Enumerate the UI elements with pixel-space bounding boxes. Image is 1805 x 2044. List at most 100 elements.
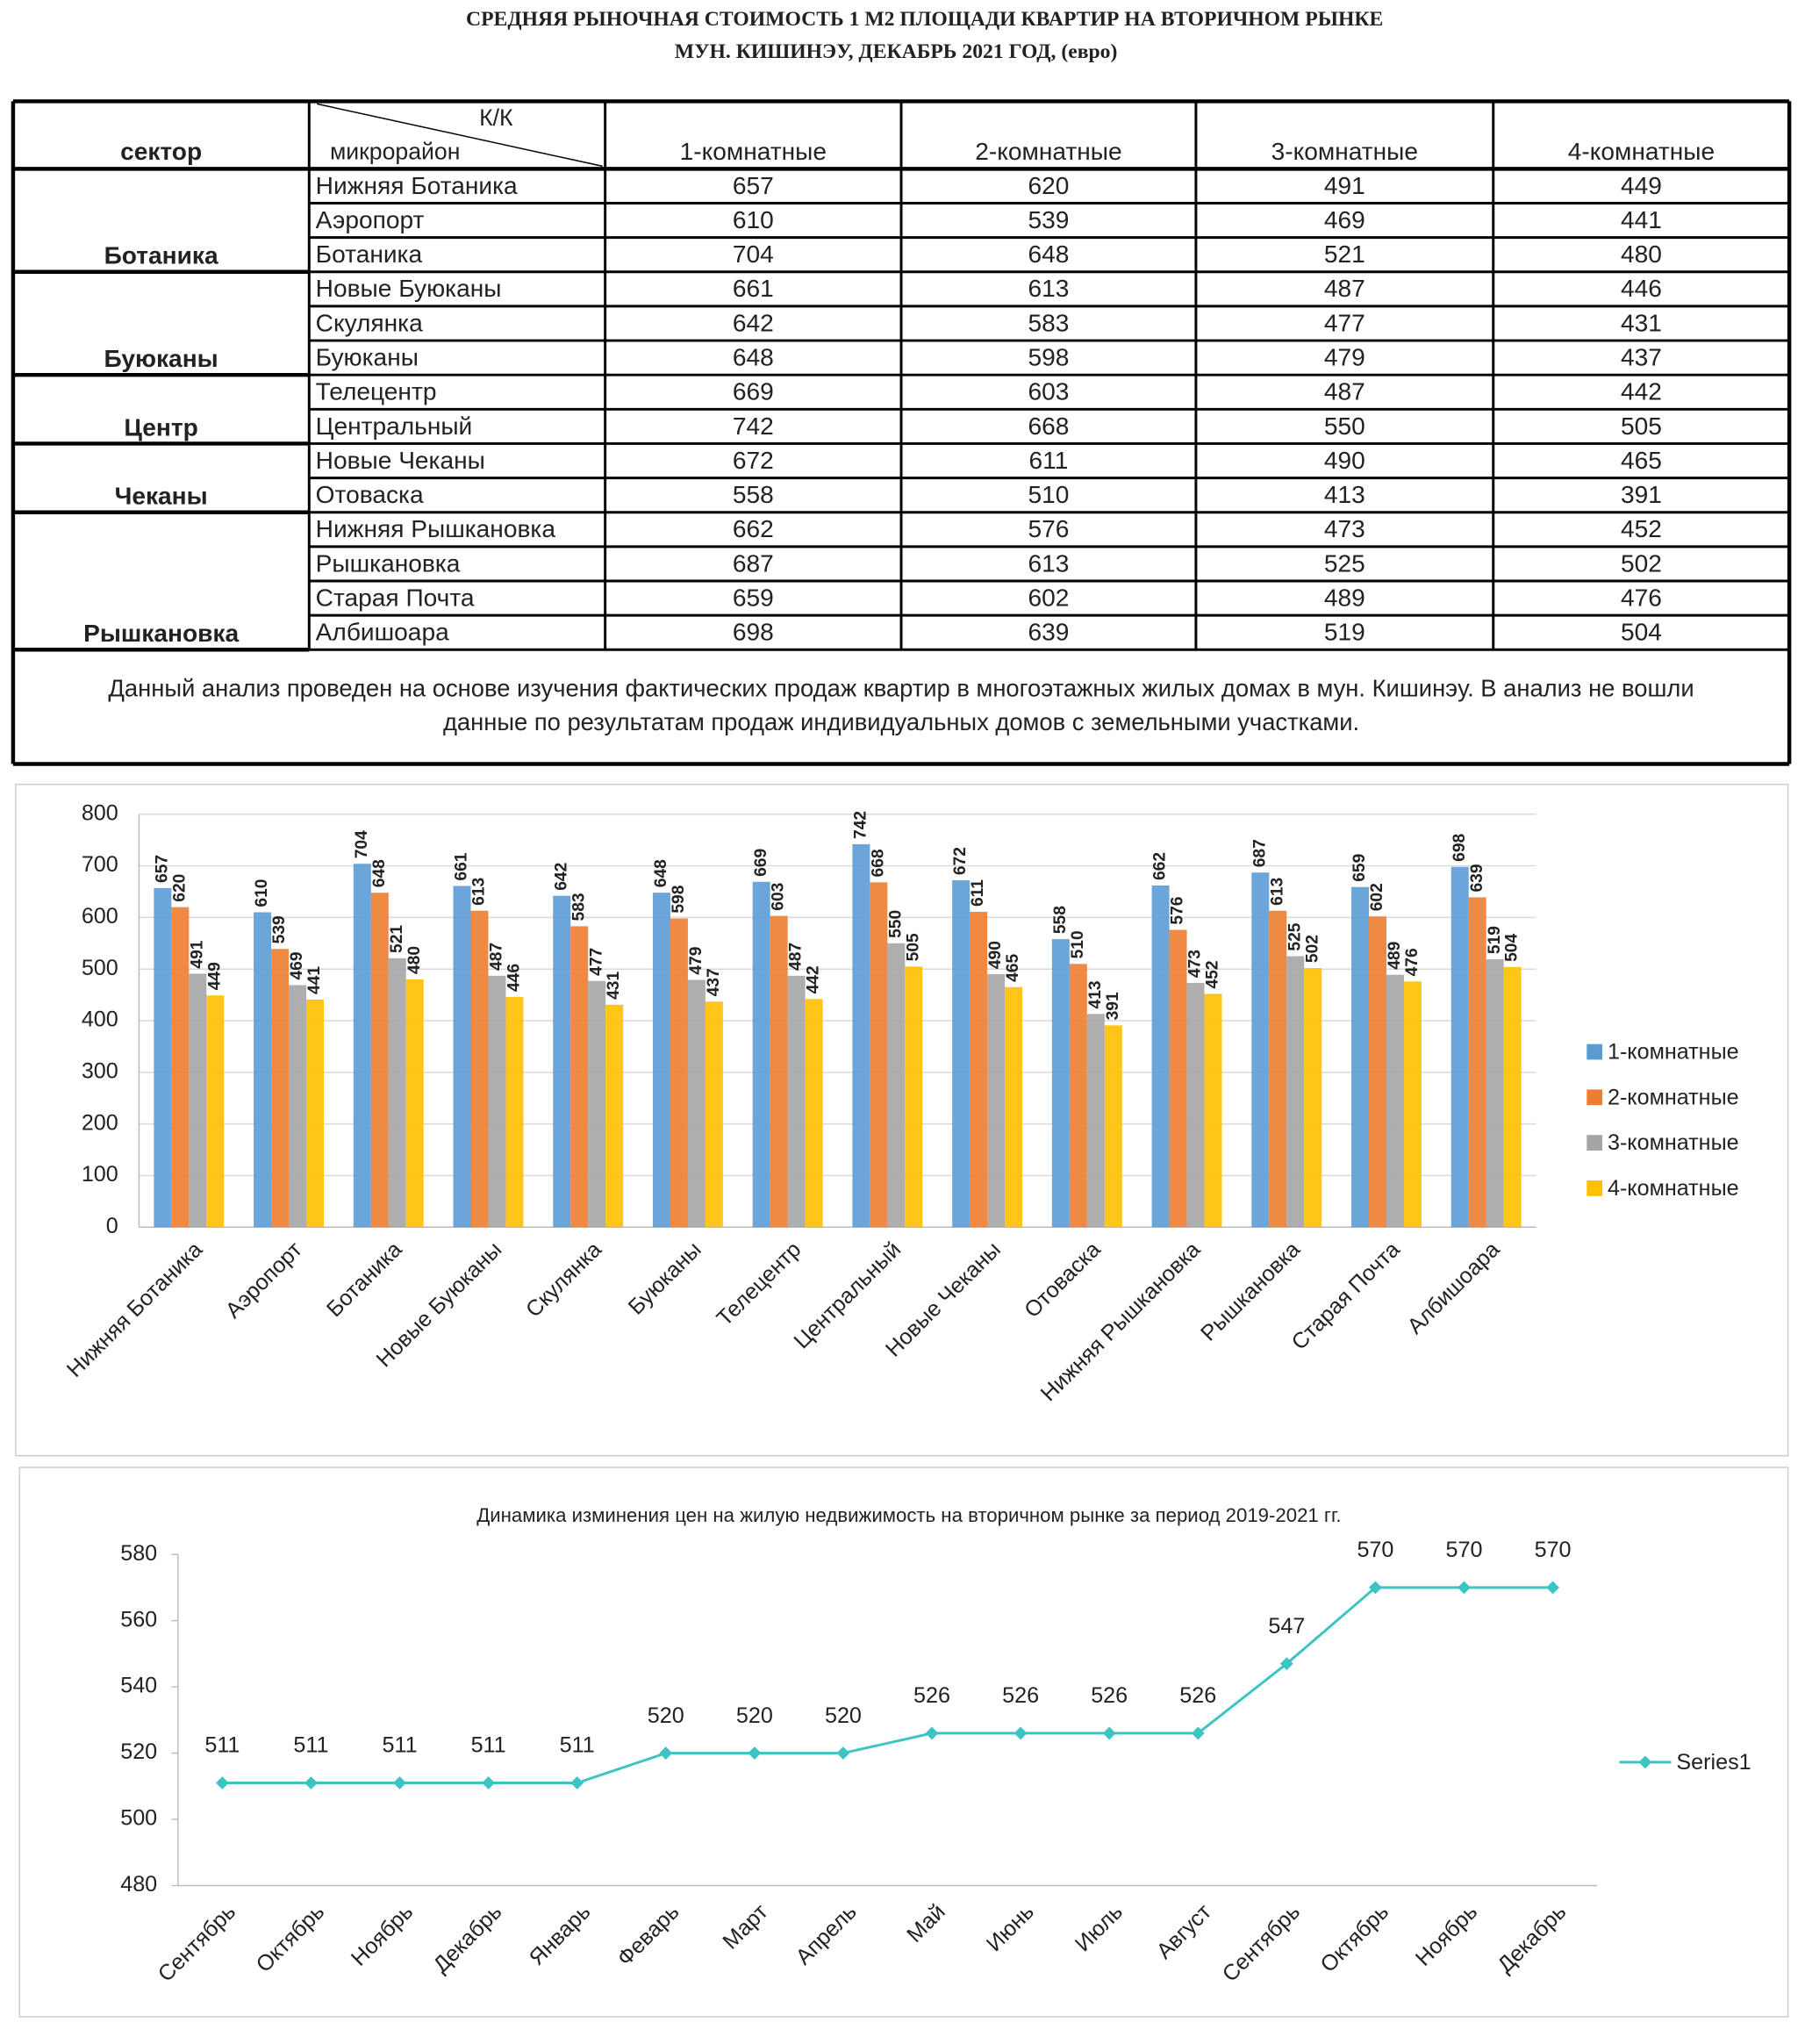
bar xyxy=(353,864,371,1228)
x-tick-label: Октябрь xyxy=(1315,1899,1393,1977)
data-label: 480 xyxy=(405,946,424,974)
data-label: 491 xyxy=(188,940,206,968)
sector-label: Буюканы xyxy=(104,345,218,372)
data-label: 698 xyxy=(1450,833,1469,861)
data-label: 487 xyxy=(787,943,806,971)
bar xyxy=(752,881,770,1228)
header-cell: 4-комнатные xyxy=(1568,138,1715,165)
bar xyxy=(1468,897,1486,1228)
data-label: 526 xyxy=(913,1683,950,1708)
point xyxy=(1014,1726,1028,1740)
x-tick-label: Август xyxy=(1152,1899,1217,1964)
data-label: 611 xyxy=(969,879,987,907)
bar xyxy=(987,974,1006,1228)
table-value: 661 xyxy=(733,275,774,302)
table-value: 698 xyxy=(733,619,774,646)
bar xyxy=(1486,959,1504,1228)
data-label: 613 xyxy=(1268,878,1286,906)
bar xyxy=(570,926,589,1228)
point xyxy=(1369,1581,1382,1595)
bar xyxy=(553,895,571,1228)
data-label: 487 xyxy=(488,943,506,971)
y-tick-label: 400 xyxy=(82,1008,118,1032)
table-value: 480 xyxy=(1621,240,1662,268)
x-tick-label: Май xyxy=(902,1899,950,1947)
row-label: Центральный xyxy=(316,412,473,440)
table-value: 473 xyxy=(1324,515,1365,542)
bar xyxy=(1269,910,1287,1228)
table-value: 479 xyxy=(1324,344,1365,371)
bar xyxy=(1069,964,1087,1228)
table-value: 704 xyxy=(733,240,774,268)
data-label: 511 xyxy=(560,1733,595,1758)
bar xyxy=(271,949,290,1228)
data-label: 442 xyxy=(805,965,823,993)
point xyxy=(748,1746,762,1760)
table-value: 742 xyxy=(733,412,774,440)
point xyxy=(570,1776,584,1789)
data-label: 659 xyxy=(1350,854,1369,882)
bar xyxy=(1286,956,1305,1228)
table-value: 639 xyxy=(1028,619,1070,646)
data-label: 413 xyxy=(1086,980,1105,1008)
data-label: 570 xyxy=(1357,1538,1393,1562)
data-label: 526 xyxy=(1002,1683,1039,1708)
table-value: 452 xyxy=(1621,515,1662,542)
x-tick-label: Скулянка xyxy=(521,1237,606,1323)
legend-swatch xyxy=(1587,1089,1603,1106)
x-tick-label: Телецентр xyxy=(712,1237,806,1331)
x-tick-label: Нижняя Ботаника xyxy=(62,1237,207,1382)
data-label: 490 xyxy=(986,941,1005,969)
data-label: 441 xyxy=(305,966,324,994)
bar xyxy=(887,943,906,1228)
bar xyxy=(652,893,670,1228)
x-tick-label: Октябрь xyxy=(252,1899,330,1977)
x-tick-label: Отоваска xyxy=(1020,1237,1106,1323)
table-value: 469 xyxy=(1324,206,1365,233)
table-value: 437 xyxy=(1621,344,1662,371)
x-tick-label: Ноябрь xyxy=(1411,1899,1482,1970)
bar xyxy=(970,911,988,1228)
bar xyxy=(1051,939,1070,1228)
y-tick-label: 700 xyxy=(82,852,118,877)
y-tick-label: 500 xyxy=(82,956,118,980)
table-value: 477 xyxy=(1324,309,1365,336)
bar xyxy=(1005,986,1023,1228)
row-label: Албишоара xyxy=(316,619,449,646)
data-label: 613 xyxy=(470,878,489,906)
x-tick-label: Ботаника xyxy=(322,1237,407,1323)
table-value: 504 xyxy=(1621,619,1662,646)
header-cell: 3-комнатные xyxy=(1271,138,1418,165)
bar xyxy=(1151,885,1170,1228)
bar xyxy=(405,979,424,1228)
bar xyxy=(171,907,190,1228)
data-label: 521 xyxy=(388,925,406,953)
bar xyxy=(189,973,207,1228)
bar xyxy=(306,999,324,1228)
data-label: 648 xyxy=(370,859,389,887)
data-label: 620 xyxy=(170,874,189,902)
legend-label: Series1 xyxy=(1676,1750,1751,1775)
y-tick-label: 580 xyxy=(120,1541,157,1566)
row-label: Ботаника xyxy=(316,240,423,268)
x-tick-label: Июль xyxy=(1071,1899,1128,1956)
table-value: 502 xyxy=(1621,549,1662,577)
data-label: 603 xyxy=(770,883,788,911)
row-label: Новые Буюканы xyxy=(316,275,502,302)
x-tick-label: Март xyxy=(718,1899,773,1954)
y-tick-label: 800 xyxy=(82,800,118,825)
table-value: 446 xyxy=(1621,275,1662,302)
x-tick-label: Декабрь xyxy=(1493,1899,1571,1977)
bar xyxy=(470,910,489,1228)
x-tick-label: Ноябрь xyxy=(347,1899,418,1970)
bar xyxy=(905,966,923,1228)
bar xyxy=(453,886,471,1228)
table-value: 613 xyxy=(1028,275,1070,302)
sector-label: Ботаника xyxy=(104,242,218,269)
table-value: 505 xyxy=(1621,412,1662,440)
x-tick-label: Буюканы xyxy=(624,1237,706,1320)
bar xyxy=(852,843,870,1228)
data-label: 662 xyxy=(1151,852,1170,880)
legend-label: 1-комнатные xyxy=(1608,1040,1739,1065)
bar xyxy=(254,912,272,1228)
